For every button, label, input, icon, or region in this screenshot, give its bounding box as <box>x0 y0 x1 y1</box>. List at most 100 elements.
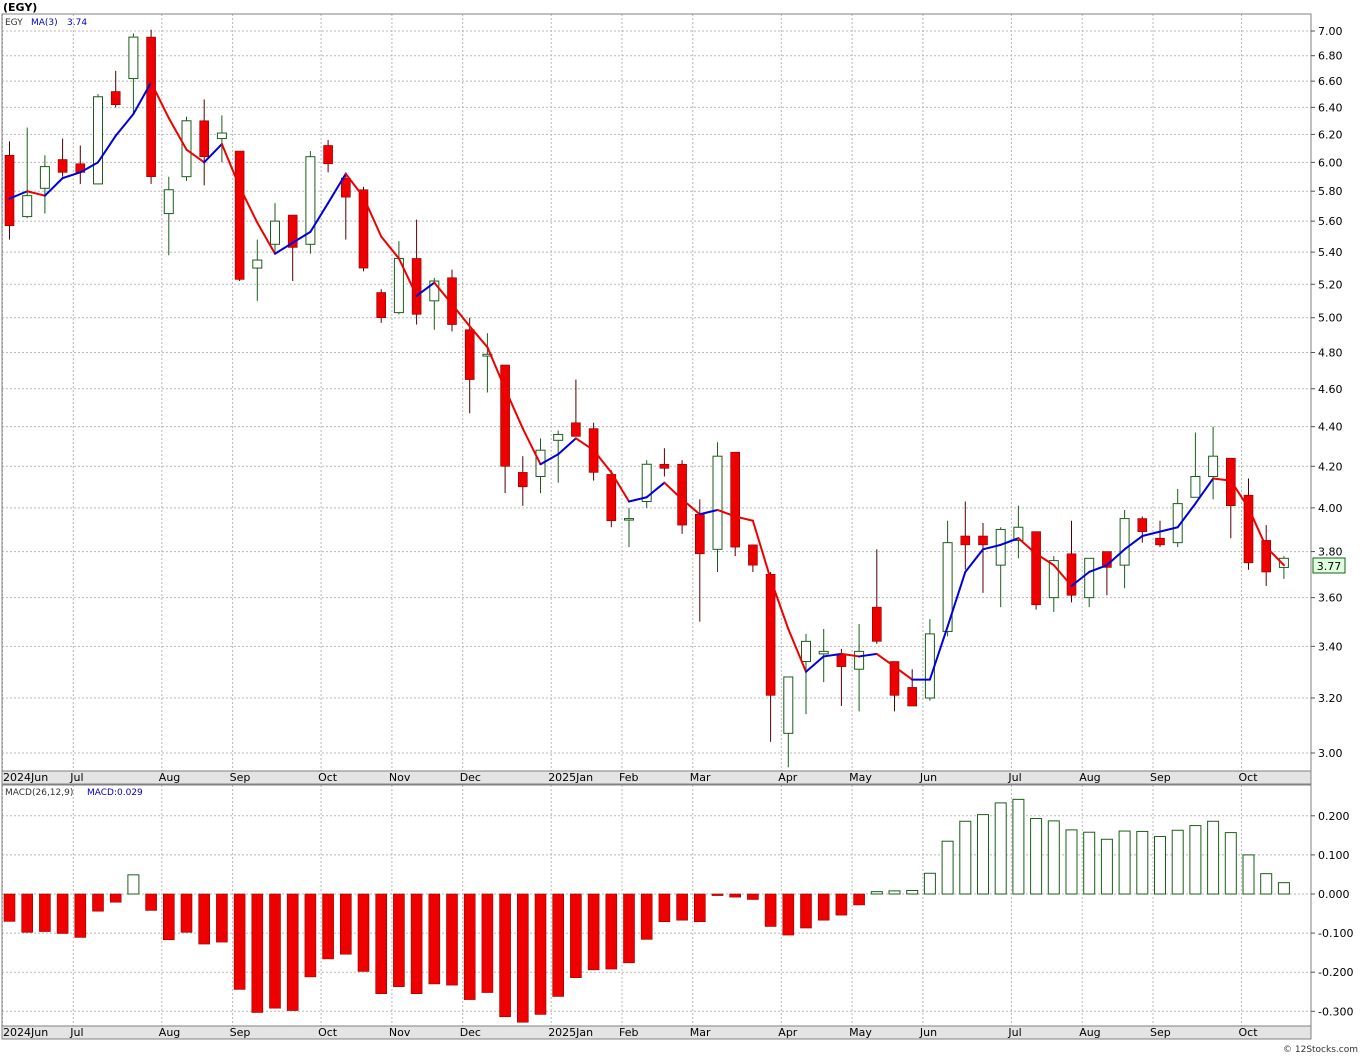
ma-segment <box>1105 548 1126 567</box>
ma-segment <box>220 143 241 188</box>
macd-bar-positive <box>870 891 883 895</box>
ma-segment <box>238 185 259 224</box>
ma-segment <box>521 427 542 466</box>
macd-bar-negative <box>800 893 812 929</box>
candle-body-down <box>500 364 510 467</box>
ma-segment <box>8 190 29 200</box>
ma-segment <box>805 655 825 673</box>
candle-body-up <box>252 259 263 269</box>
ma-segment <box>698 508 719 516</box>
macd-bar-negative <box>658 893 671 923</box>
ma-segment <box>645 481 666 499</box>
candle-body-down <box>1261 540 1271 573</box>
macd-bar-negative <box>410 893 423 995</box>
price-tick-label: 5.00 <box>1318 312 1343 325</box>
candle-body-up <box>641 463 652 502</box>
x-tick-label: Jul <box>69 771 83 784</box>
macd-bar-positive <box>1012 798 1025 895</box>
candle-body-up <box>1190 475 1201 498</box>
candle-body-up <box>305 156 316 245</box>
ma-segment <box>1265 546 1285 567</box>
candle-body-down <box>376 292 387 319</box>
ma-segment <box>734 515 754 522</box>
candle-body-down <box>464 329 475 380</box>
x-tick-label: Aug <box>1079 771 1100 784</box>
x-tick-label: Apr <box>778 1026 798 1039</box>
candle-body-up <box>22 195 33 218</box>
candle-body-down <box>1137 518 1148 532</box>
candle-body-down <box>765 573 776 696</box>
x-tick-label: Jul <box>1007 1026 1021 1039</box>
ma-segment <box>1229 479 1250 509</box>
x-tick-label: Feb <box>619 1026 638 1039</box>
macd-bar-negative <box>56 893 69 934</box>
price-tick-label: 4.80 <box>1318 347 1343 360</box>
candle-body-up <box>942 542 953 632</box>
ma-segment <box>451 303 471 328</box>
ma-segment <box>1141 530 1161 538</box>
ma-segment <box>132 81 153 116</box>
macd-bar-negative <box>552 893 565 997</box>
x-tick-label: 2024Jun <box>3 1026 48 1039</box>
ma-segment <box>256 221 276 255</box>
candle-body-down <box>730 451 741 548</box>
macd-bar-negative <box>286 893 299 1011</box>
price-tick-label: 6.60 <box>1318 75 1343 88</box>
macd-bar-positive <box>1136 830 1149 895</box>
ma-segment <box>751 519 772 580</box>
x-tick-label: Oct <box>1239 771 1259 784</box>
macd-bar-negative <box>3 893 16 922</box>
price-tick-label: 5.60 <box>1318 215 1343 228</box>
macd-bar-negative <box>375 893 388 995</box>
candle-body-up <box>995 528 1006 566</box>
candle-body-up <box>624 518 634 521</box>
candle-body-up <box>783 676 794 734</box>
ma-segment <box>185 148 206 164</box>
candle-body-down <box>1031 531 1041 606</box>
x-tick-label: Aug <box>1079 1026 1100 1039</box>
candle-body-down <box>659 463 670 469</box>
macd-bar-positive <box>1171 829 1184 895</box>
x-tick-label: Oct <box>318 771 338 784</box>
candle-body-down <box>57 159 68 173</box>
macd-tick-label: 0.200 <box>1318 810 1350 823</box>
x-tick-label: 2024Jun <box>3 771 48 784</box>
candle-body-down <box>677 463 687 526</box>
candle-body-up <box>1172 503 1183 544</box>
price-axis-labels: 7.00 6.80 6.60 6.40 6.20 6.00 5.80 5.60 5.40 5.20… <box>1311 25 1343 760</box>
macd-bar-negative <box>463 893 476 1000</box>
macd-axis-labels: 0.200 0.100 0.000 -0.100 -0.200 -0.300 <box>1311 810 1353 1018</box>
macd-bar-negative <box>92 893 104 912</box>
x-tick-label: Jun <box>919 1026 937 1039</box>
ma-segment <box>327 172 347 205</box>
macd-bar-negative <box>516 893 529 1023</box>
candle-body-down <box>1066 553 1077 596</box>
price-tick-label: 5.20 <box>1318 278 1343 291</box>
chart-title: (EGY) <box>3 1 37 14</box>
candle-body-down <box>960 535 971 546</box>
ma-segment <box>787 627 807 673</box>
macd-bar-positive <box>994 802 1007 895</box>
ma-segment <box>716 508 737 518</box>
macd-bar-negative <box>269 893 281 1009</box>
macd-bar-positive <box>1065 829 1078 895</box>
macd-bar-negative <box>693 893 706 923</box>
candle-body-down <box>358 189 369 269</box>
x-tick-label: Nov <box>389 771 411 784</box>
macd-bar-positive <box>959 820 972 895</box>
macd-bar-negative <box>817 893 830 921</box>
macd-bar-negative <box>233 893 246 990</box>
candle-body-up <box>39 166 50 189</box>
moving-average-line <box>8 81 1285 681</box>
price-tick-label: 3.40 <box>1318 640 1343 653</box>
ma-segment <box>433 281 453 306</box>
macd-bar-negative <box>251 893 264 1013</box>
macd-grid <box>2 785 1311 1026</box>
macd-bar-negative <box>339 893 352 955</box>
candle-body-down <box>447 277 457 325</box>
candle-body-down <box>517 472 528 488</box>
x-tick-label: Sep <box>230 771 251 784</box>
ma-segment <box>1212 477 1232 482</box>
ma-segment <box>43 177 64 197</box>
ma-segment <box>663 481 684 501</box>
